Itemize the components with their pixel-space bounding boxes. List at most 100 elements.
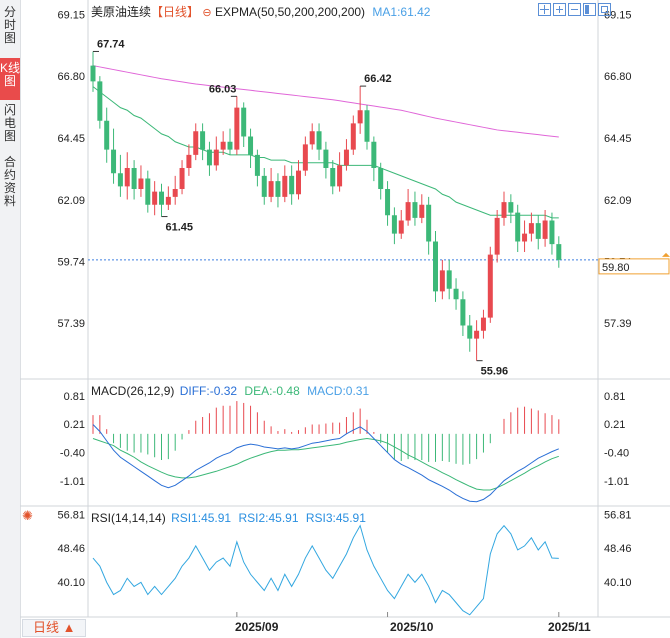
candle-body [439, 270, 445, 292]
candle-body [460, 299, 466, 326]
candle-body [282, 175, 288, 197]
symbol-name: 美原油连续 [91, 5, 152, 19]
candle-body [419, 204, 425, 218]
candle-body [412, 202, 418, 218]
candle-body [391, 215, 397, 234]
tab-contract-info[interactable]: 合约资料 [3, 155, 16, 208]
x-tick-label: 2025/09 [235, 620, 279, 634]
candle-body [309, 131, 315, 145]
macd-diff-value: DIFF:-0.32 [179, 384, 238, 398]
candle-body [179, 168, 185, 189]
fullscreen-icon[interactable] [598, 3, 611, 16]
rsi-settings-icon[interactable]: ✺ [22, 508, 33, 523]
ma-line [92, 65, 559, 138]
candle-body [528, 223, 534, 234]
period-label: 【日线】 [151, 5, 200, 19]
candle-body [364, 110, 370, 142]
y-tick-label: 0.21 [604, 419, 625, 431]
candle-body [138, 178, 144, 189]
y-tick-label: -0.40 [604, 448, 629, 460]
y-tick-label: 57.39 [604, 318, 632, 330]
candle-body [268, 181, 274, 197]
rsi2-value: RSI2:45.91 [238, 511, 299, 525]
ma1-label: MA1:61.42 [372, 5, 431, 19]
candle-body [522, 233, 528, 242]
tab-intraday[interactable]: 分时图 [3, 5, 16, 45]
candle-body [337, 165, 343, 187]
y-tick-label: 56.81 [604, 509, 632, 521]
y-tick-label: 62.09 [604, 195, 632, 207]
candle-body [515, 212, 521, 242]
y-tick-label: 69.15 [57, 9, 85, 21]
zoom-out-icon[interactable] [568, 3, 581, 16]
y-tick-label: 62.09 [57, 195, 85, 207]
rsi-header: RSI(14,14,14) RSI1:45.91 RSI2:45.91 RSI3… [91, 511, 366, 525]
y-tick-label: -0.40 [60, 448, 85, 460]
candle-body [145, 178, 151, 205]
last-price-label: 59.80 [602, 262, 630, 274]
candle-body [241, 107, 247, 137]
candle-body [234, 107, 240, 150]
y-tick-label: 48.46 [57, 543, 85, 555]
price-up-icon [662, 252, 670, 257]
extreme-label: 66.03 [209, 83, 237, 95]
rsi-title: RSI(14,14,14) [91, 511, 166, 525]
extreme-label: 55.96 [481, 366, 509, 378]
period-selector-button[interactable]: 日线 ▲ [22, 619, 86, 637]
candle-body [117, 173, 123, 187]
candle-body [350, 123, 356, 150]
candle-body [200, 131, 206, 150]
macd-title: MACD(26,12,9) [91, 384, 175, 398]
y-tick-label: 40.10 [604, 577, 632, 589]
candle-body [549, 220, 555, 245]
candle-body [227, 141, 233, 150]
candle-body [90, 65, 96, 82]
candle-body [405, 202, 411, 221]
candle-body [378, 168, 384, 189]
candle-body [296, 170, 301, 195]
diff-line [92, 424, 559, 503]
macd-header: MACD(26,12,9) DIFF:-0.32 DEA:-0.48 MACD:… [91, 384, 369, 398]
candle-body [220, 141, 226, 150]
dea-line [92, 438, 559, 491]
candle-body [213, 149, 219, 166]
tab-kline[interactable]: K线图 [0, 58, 20, 100]
extreme-label: 66.42 [364, 73, 392, 85]
zoom-in-icon[interactable] [553, 3, 566, 16]
candle-body [172, 189, 178, 197]
candle-body [542, 220, 548, 239]
tab-lightning[interactable]: 闪电图 [3, 103, 16, 143]
x-tick-label: 2025/11 [548, 620, 591, 634]
x-tick-label: 2025/10 [390, 620, 434, 634]
layout-icon[interactable] [583, 3, 596, 16]
candle-body [501, 202, 507, 218]
macd-dea-value: DEA:-0.48 [244, 384, 300, 398]
rsi-line [92, 524, 559, 616]
candle-body [474, 330, 480, 339]
candle-body [97, 81, 103, 121]
candle-body [323, 149, 329, 168]
candle-body [289, 175, 295, 195]
rsi1-value: RSI1:45.91 [171, 511, 232, 525]
y-tick-label: 64.45 [604, 133, 632, 145]
candle-body [426, 204, 432, 242]
y-tick-label: 66.80 [604, 71, 632, 83]
y-tick-label: 59.74 [57, 256, 85, 268]
candle-body [316, 131, 322, 150]
sidebar: 分时图 K线图 闪电图 合约资料 [0, 0, 21, 638]
y-tick-label: 66.80 [57, 71, 85, 83]
candle-body [343, 149, 349, 166]
y-tick-label: 48.46 [604, 543, 632, 555]
candle-body [165, 196, 171, 205]
y-tick-label: 0.81 [604, 391, 625, 403]
candle-body [446, 270, 452, 289]
candle-body [467, 325, 473, 339]
crosshair-icon[interactable] [538, 3, 551, 16]
y-tick-label: 0.81 [64, 391, 85, 403]
candle-body [433, 241, 438, 292]
expma-settings-icon[interactable]: ⊖ [202, 7, 212, 19]
candle-body [193, 131, 199, 155]
candle-body [124, 168, 130, 187]
extreme-label: 67.74 [97, 38, 125, 50]
